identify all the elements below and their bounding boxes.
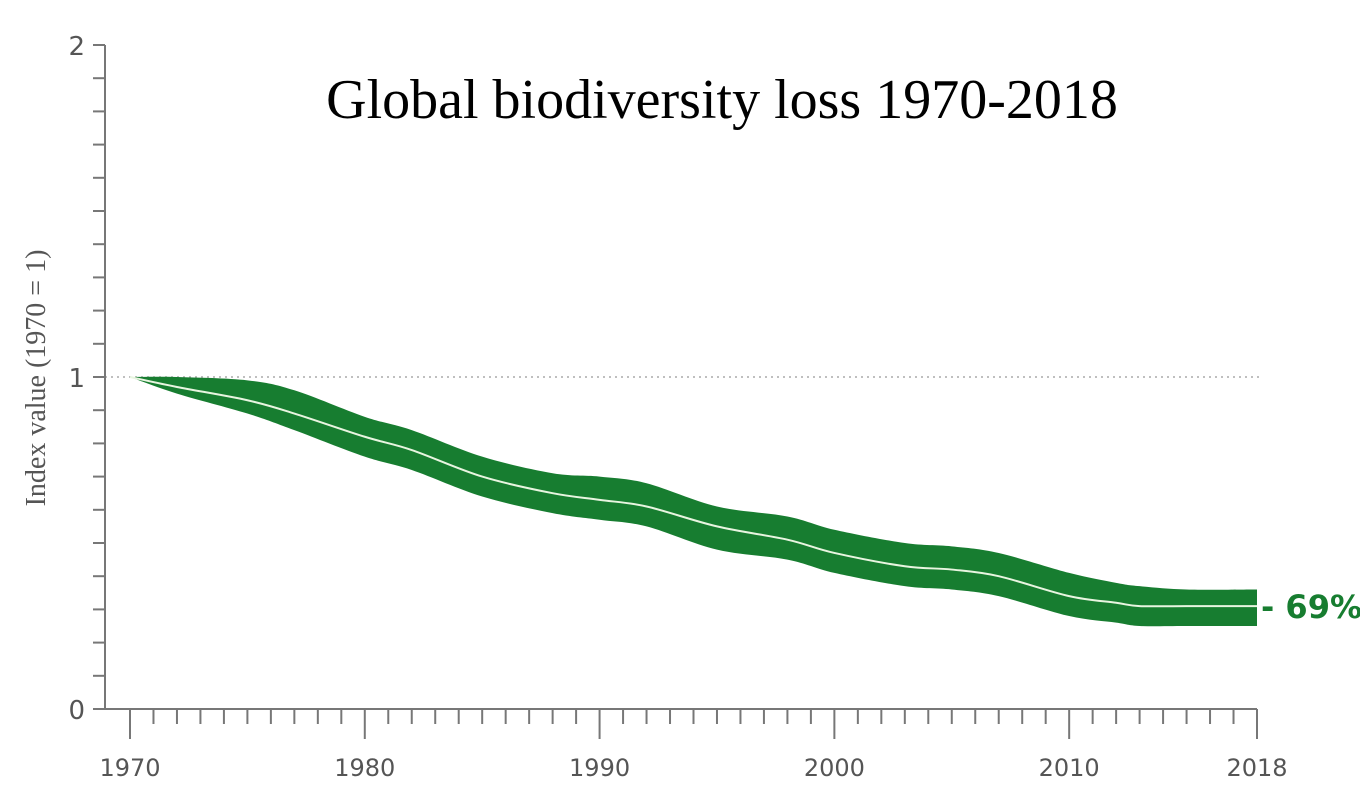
index-line: [129, 376, 1257, 608]
x-tick-label: 2010: [1039, 754, 1100, 782]
y-tick-label: 0: [68, 696, 85, 726]
annotation-label: - 69%: [1261, 588, 1360, 626]
x-tick-label: 1980: [334, 754, 395, 782]
axes: 0 1 2 1970 1980 1990 2000 2010 2018: [68, 32, 1287, 782]
confidence-band-layer: [129, 376, 1258, 627]
annotations: - 69%: [1261, 588, 1360, 626]
x-tick-label: 1990: [569, 754, 630, 782]
x-tick-label: 2018: [1226, 754, 1287, 782]
y-tick-label: 2: [68, 32, 85, 62]
y-tick-label: 1: [68, 364, 85, 394]
y-axis-label: Index value (1970 = 1): [21, 250, 52, 507]
confidence-band: [130, 376, 1257, 627]
x-tick-label: 1970: [99, 754, 160, 782]
x-tick-label: 2000: [804, 754, 865, 782]
chart-title: Global biodiversity loss 1970-2018: [326, 69, 1118, 131]
